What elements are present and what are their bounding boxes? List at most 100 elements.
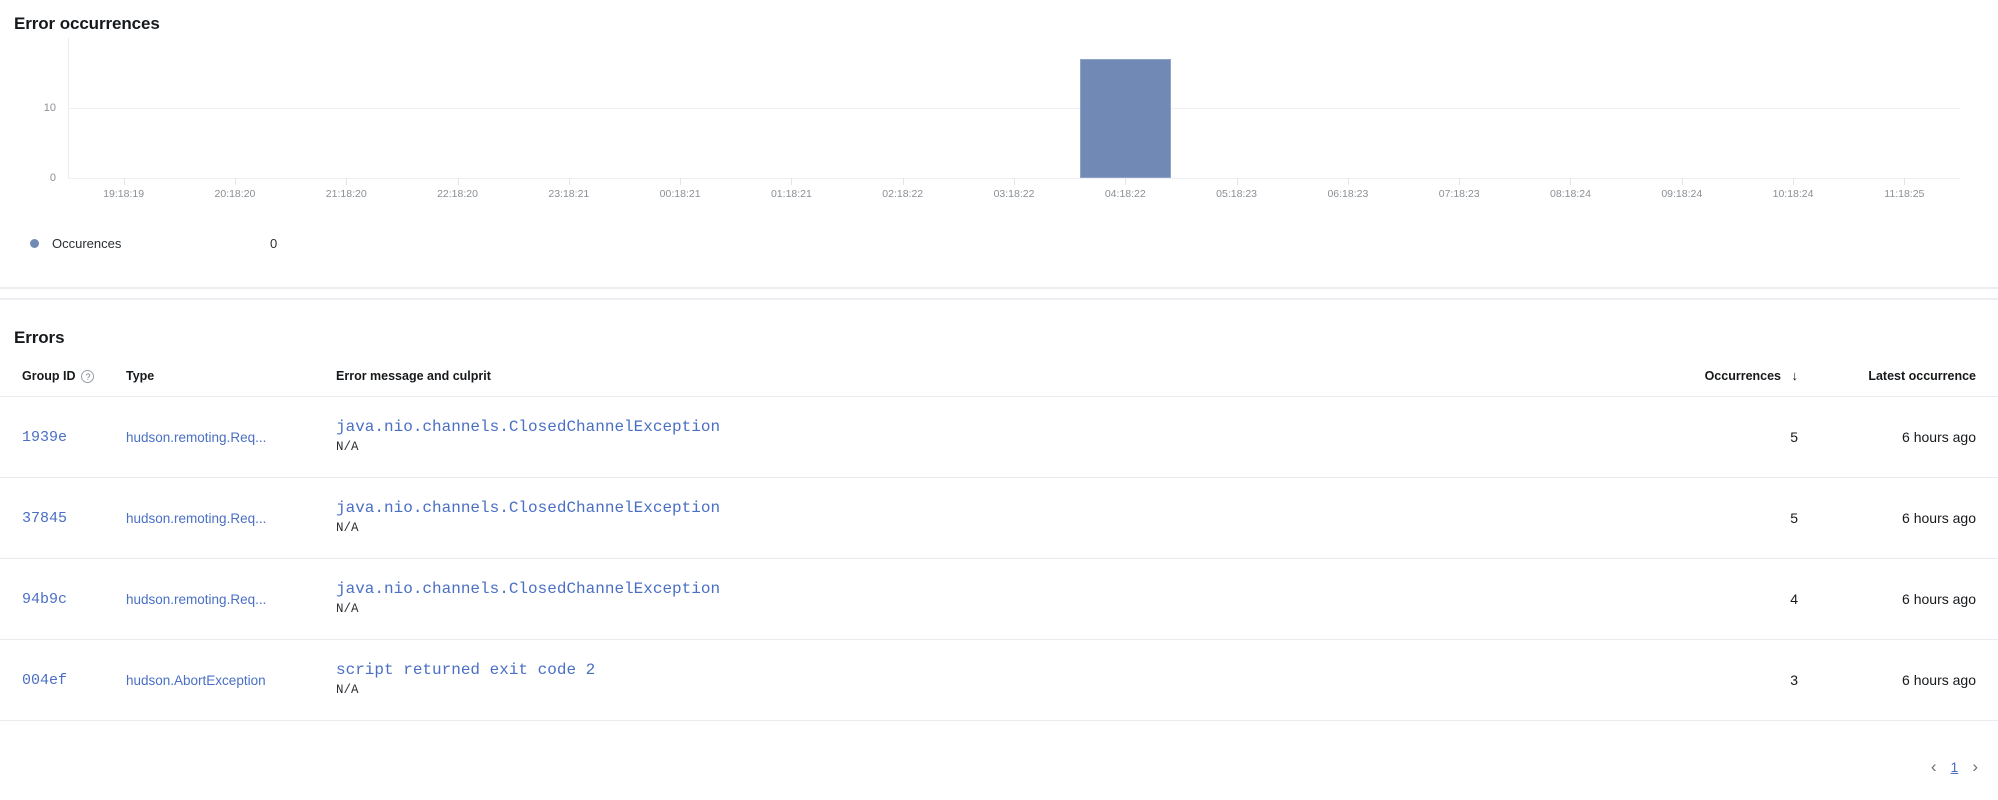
pagination: ‹ 1 › <box>1931 758 1978 775</box>
group-id-link[interactable]: 94b9c <box>22 591 68 608</box>
cell-type[interactable]: hudson.remoting.Req... <box>126 558 336 640</box>
errors-table: Group ID ? Type Error message and culpri… <box>0 368 1998 721</box>
column-header-type[interactable]: Type <box>126 368 336 397</box>
chart-x-tick <box>1125 178 1127 185</box>
error-culprit: N/A <box>336 521 359 536</box>
cell-error-message[interactable]: java.nio.channels.ClosedChannelException… <box>336 558 1616 640</box>
cell-group-id[interactable]: 004ef <box>0 639 126 721</box>
cell-latest-occurrence: 6 hours ago <box>1816 477 1998 559</box>
chart-x-tick <box>346 178 348 185</box>
chart-x-tick <box>791 178 793 185</box>
column-header-occurrences[interactable]: Occurrences ↓ <box>1616 368 1816 397</box>
table-row[interactable]: 37845 hudson.remoting.Req... java.nio.chan… <box>0 477 1998 559</box>
chart-x-tick-label: 06:18:23 <box>1327 188 1369 200</box>
chart-x-tick <box>1904 178 1906 185</box>
chart-x-tick <box>123 178 125 185</box>
errors-section-title: Errors <box>14 328 65 347</box>
chart-x-tick-label: 07:18:23 <box>1438 188 1480 200</box>
chart-x-tick-label: 01:18:21 <box>770 188 812 200</box>
errors-table-body: 1939e hudson.remoting.Req... java.nio.chan… <box>0 396 1998 721</box>
type-link[interactable]: hudson.AbortException <box>126 672 266 688</box>
chart-x-tick <box>234 178 236 185</box>
cell-occurrences: 5 <box>1616 396 1816 478</box>
error-message-link[interactable]: script returned exit code 2 <box>336 660 596 679</box>
legend-series-value: 0 <box>270 236 278 251</box>
table-row[interactable]: 004ef hudson.AbortException script returne… <box>0 639 1998 721</box>
error-message-link[interactable]: java.nio.channels.ClosedChannelException <box>336 417 721 436</box>
cell-occurrences: 4 <box>1616 558 1816 640</box>
column-header-error-message[interactable]: Error message and culprit <box>336 368 1616 397</box>
chart-x-tick-label: 09:18:24 <box>1661 188 1703 200</box>
pagination-prev-button[interactable]: ‹ <box>1930 757 1937 776</box>
chart-x-tick-label: 00:18:21 <box>659 188 701 200</box>
error-message-link[interactable]: java.nio.channels.ClosedChannelException <box>336 498 721 517</box>
legend-dot-icon <box>30 239 39 248</box>
cell-error-message[interactable]: java.nio.channels.ClosedChannelException… <box>336 396 1616 478</box>
group-id-link[interactable]: 1939e <box>22 429 68 446</box>
chart-gridline <box>68 108 1960 109</box>
cell-error-message[interactable]: script returned exit code 2 N/A <box>336 639 1616 721</box>
cell-type[interactable]: hudson.AbortException <box>126 639 336 721</box>
type-link[interactable]: hudson.remoting.Req... <box>126 429 267 445</box>
cell-type[interactable]: hudson.remoting.Req... <box>126 477 336 559</box>
chart-x-tick-label: 21:18:20 <box>325 188 367 200</box>
chart-x-tick-label: 22:18:20 <box>437 188 478 200</box>
chart-x-tick-label: 04:18:22 <box>1104 188 1146 200</box>
column-header-group-id-label: Group ID <box>22 369 76 383</box>
cell-error-message[interactable]: java.nio.channels.ClosedChannelException… <box>336 477 1616 559</box>
chart-x-tick-label: 11:18:25 <box>1884 188 1925 200</box>
chart-plot-area <box>68 38 1960 179</box>
chart-y-tick-label: 0 <box>49 172 56 184</box>
chart-x-tick-label: 19:18:19 <box>103 188 145 200</box>
chart-legend[interactable]: Occurences 0 <box>30 236 277 251</box>
cell-group-id[interactable]: 1939e <box>0 396 126 478</box>
cell-latest-occurrence: 6 hours ago <box>1816 639 1998 721</box>
section-divider-top <box>0 287 1998 289</box>
chart-bar[interactable] <box>1079 59 1171 178</box>
chart-title: Error occurrences <box>14 14 160 33</box>
chart-y-axis: 0 10 <box>0 38 68 184</box>
error-culprit: N/A <box>336 602 359 617</box>
cell-latest-occurrence: 6 hours ago <box>1816 396 1998 478</box>
sort-descending-icon[interactable]: ↓ <box>1791 368 1799 383</box>
column-header-latest-occurrence[interactable]: Latest occurrence <box>1816 368 1998 397</box>
pagination-next-button[interactable]: › <box>1972 757 1978 776</box>
chart-y-tick-label: 10 <box>43 102 56 114</box>
group-id-link[interactable]: 004ef <box>22 672 68 689</box>
chart-x-tick-label: 10:18:24 <box>1772 188 1814 200</box>
chart-x-tick <box>457 178 459 185</box>
type-link[interactable]: hudson.remoting.Req... <box>126 510 267 526</box>
column-header-group-id[interactable]: Group ID ? <box>0 368 126 397</box>
chart-x-tick <box>1236 178 1238 185</box>
chart-x-tick-label: 23:18:21 <box>548 188 590 200</box>
chart-x-tick <box>1793 178 1795 185</box>
column-header-occurrences-label: Occurrences <box>1704 369 1782 383</box>
pagination-page-1[interactable]: 1 <box>1950 758 1959 775</box>
cell-group-id[interactable]: 37845 <box>0 477 126 559</box>
group-id-link[interactable]: 37845 <box>22 510 68 527</box>
chart-x-tick <box>1570 178 1572 185</box>
section-divider-bottom <box>0 298 1998 300</box>
info-circle-icon[interactable]: ? <box>81 369 95 383</box>
chart-x-tick <box>1014 178 1015 185</box>
chart-x-tick <box>902 178 904 185</box>
chart-x-tick <box>568 178 570 185</box>
chart-x-tick-label: 08:18:24 <box>1550 188 1591 200</box>
cell-type[interactable]: hudson.remoting.Req... <box>126 396 336 478</box>
errors-table-head: Group ID ? Type Error message and culpri… <box>0 368 1998 397</box>
type-link[interactable]: hudson.remoting.Req... <box>126 591 267 607</box>
cell-group-id[interactable]: 94b9c <box>0 558 126 640</box>
table-row[interactable]: 94b9c hudson.remoting.Req... java.nio.chan… <box>0 558 1998 640</box>
error-message-link[interactable]: java.nio.channels.ClosedChannelException <box>336 579 721 598</box>
cell-occurrences: 3 <box>1616 639 1816 721</box>
chart-x-tick <box>680 178 682 185</box>
chart-x-tick <box>1347 178 1349 185</box>
error-culprit: N/A <box>336 683 359 698</box>
errors-table-panel: Errors Group ID ? Type Error message and… <box>0 300 1998 800</box>
chart-x-tick-label: 05:18:23 <box>1216 188 1258 200</box>
cell-latest-occurrence: 6 hours ago <box>1816 558 1998 640</box>
table-row[interactable]: 1939e hudson.remoting.Req... java.nio.chan… <box>0 396 1998 478</box>
errors-table-header-row: Group ID ? Type Error message and culpri… <box>0 368 1998 397</box>
chart-x-tick-label: 03:18:22 <box>993 188 1035 200</box>
chart-x-axis: 19:18:19 20:18:20 21:18:20 22:18:20 23:18:21… <box>68 178 1960 214</box>
